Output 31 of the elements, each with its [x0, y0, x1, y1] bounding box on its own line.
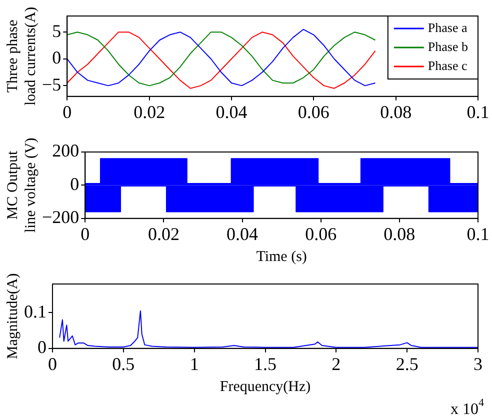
x-axis-title: Time (s) — [256, 248, 307, 265]
x-tick-label: 0.1 — [466, 224, 490, 244]
x-tick-label: 0.1 — [466, 102, 490, 122]
y-axis-title: MC Output line voltage (V) — [4, 138, 39, 233]
x-tick-label: 0.06 — [298, 102, 330, 122]
x-tick-label: 1.5 — [254, 354, 276, 374]
y-tick-label: 0 — [38, 337, 46, 358]
x-tick-label: 1 — [190, 354, 199, 374]
y-tick-label: 5 — [52, 20, 62, 41]
x-tick-label: 0.08 — [384, 224, 416, 244]
x-tick-label: 0.04 — [226, 224, 258, 244]
x-tick-label: 3 — [474, 354, 482, 374]
y-tick-label: −200 — [42, 207, 80, 228]
legend-label: Phase b — [428, 38, 468, 54]
x-tick-label: 0.04 — [216, 102, 248, 122]
x-tick-label: 2.5 — [396, 354, 418, 374]
x-tick-label: 0.06 — [305, 224, 337, 244]
y-tick-label: 0 — [52, 48, 62, 68]
legend-label: Phase a — [428, 20, 468, 35]
y-tick-label: 0 — [70, 174, 80, 194]
y-tick-label: −5 — [42, 74, 62, 94]
x-tick-label: 0.5 — [112, 354, 135, 374]
legend-label: Phase c — [428, 58, 468, 73]
x-tick-label: 2 — [332, 354, 341, 374]
x-tick-label: 0.02 — [134, 102, 166, 122]
y-axis-title: Three phase load currents(A) — [4, 6, 39, 106]
y-axis-title: Magnitude(A) — [4, 273, 21, 360]
x-axis-title: Frequency(Hz) — [220, 378, 311, 395]
x-tick-label: 0.02 — [148, 224, 180, 244]
x-tick-label: 0.08 — [380, 102, 412, 122]
y-tick-label: 200 — [52, 140, 80, 161]
